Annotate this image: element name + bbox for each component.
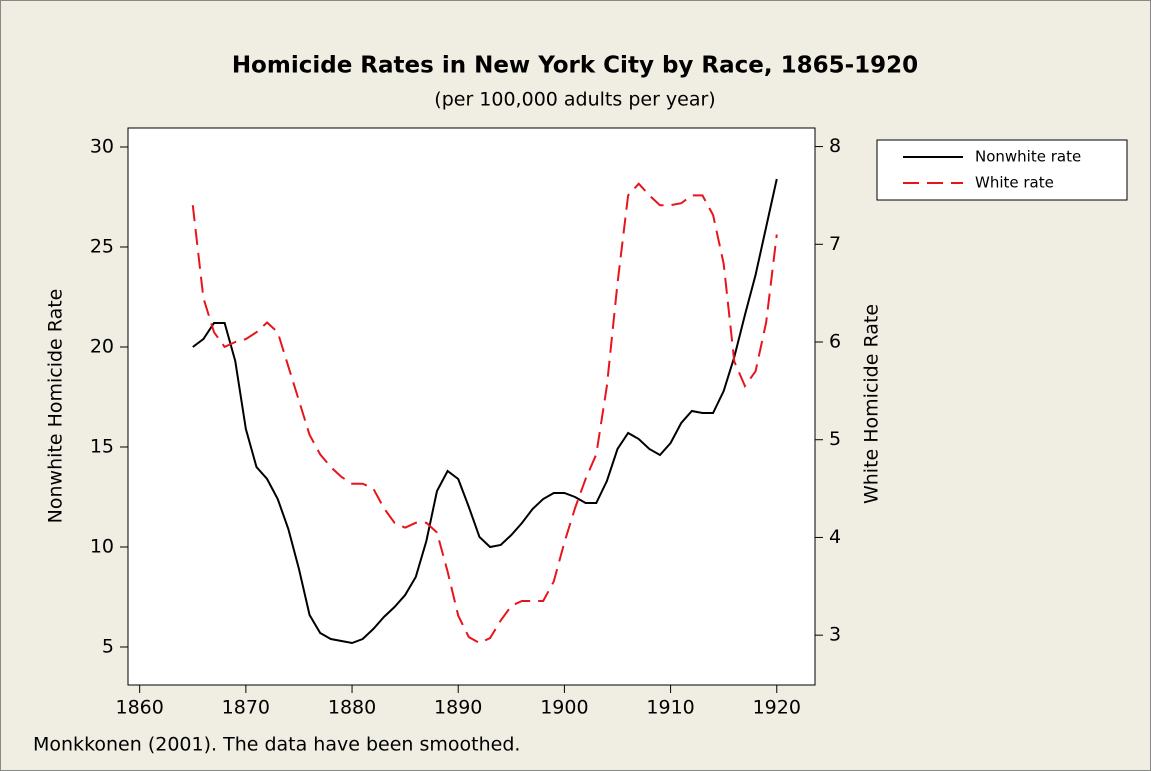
source-note: Monkkonen (2001). The data have been smo… — [33, 734, 520, 756]
y2-axis-label: White Homicide Rate — [861, 304, 883, 504]
x-tick-label: 1890 — [434, 697, 482, 719]
y-tick-label: 5 — [102, 636, 114, 658]
x-tick-label: 1870 — [222, 697, 270, 719]
chart-title: Homicide Rates in New York City by Race,… — [232, 53, 918, 79]
series-line — [191, 182, 778, 645]
y2-tick-label: 7 — [829, 233, 841, 255]
legend — [876, 139, 1128, 201]
y-tick-label: 20 — [90, 336, 114, 358]
y-tick-label: 15 — [90, 436, 114, 458]
series-line — [192, 178, 778, 645]
y-tick-label: 30 — [90, 136, 114, 158]
y-axis-label: Nonwhite Homicide Rate — [45, 289, 67, 524]
y-tick-label: 25 — [90, 236, 114, 258]
y2-tick-label: 4 — [829, 526, 841, 548]
y2-tick-label: 6 — [829, 331, 841, 353]
x-tick-label: 1910 — [646, 697, 694, 719]
chart-subtitle: (per 100,000 adults per year) — [434, 89, 715, 111]
y2-tick-label: 3 — [829, 624, 841, 646]
legend-label: Nonwhite rate — [975, 148, 1081, 166]
x-tick-label: 1880 — [328, 697, 376, 719]
x-tick-label: 1900 — [540, 697, 588, 719]
x-tick-label: 1860 — [116, 697, 164, 719]
y2-tick-label: 8 — [829, 135, 841, 157]
y-tick-label: 10 — [90, 536, 114, 558]
y2-tick-label: 5 — [829, 428, 841, 450]
legend-label: White rate — [975, 174, 1054, 192]
x-tick-label: 1920 — [753, 697, 801, 719]
